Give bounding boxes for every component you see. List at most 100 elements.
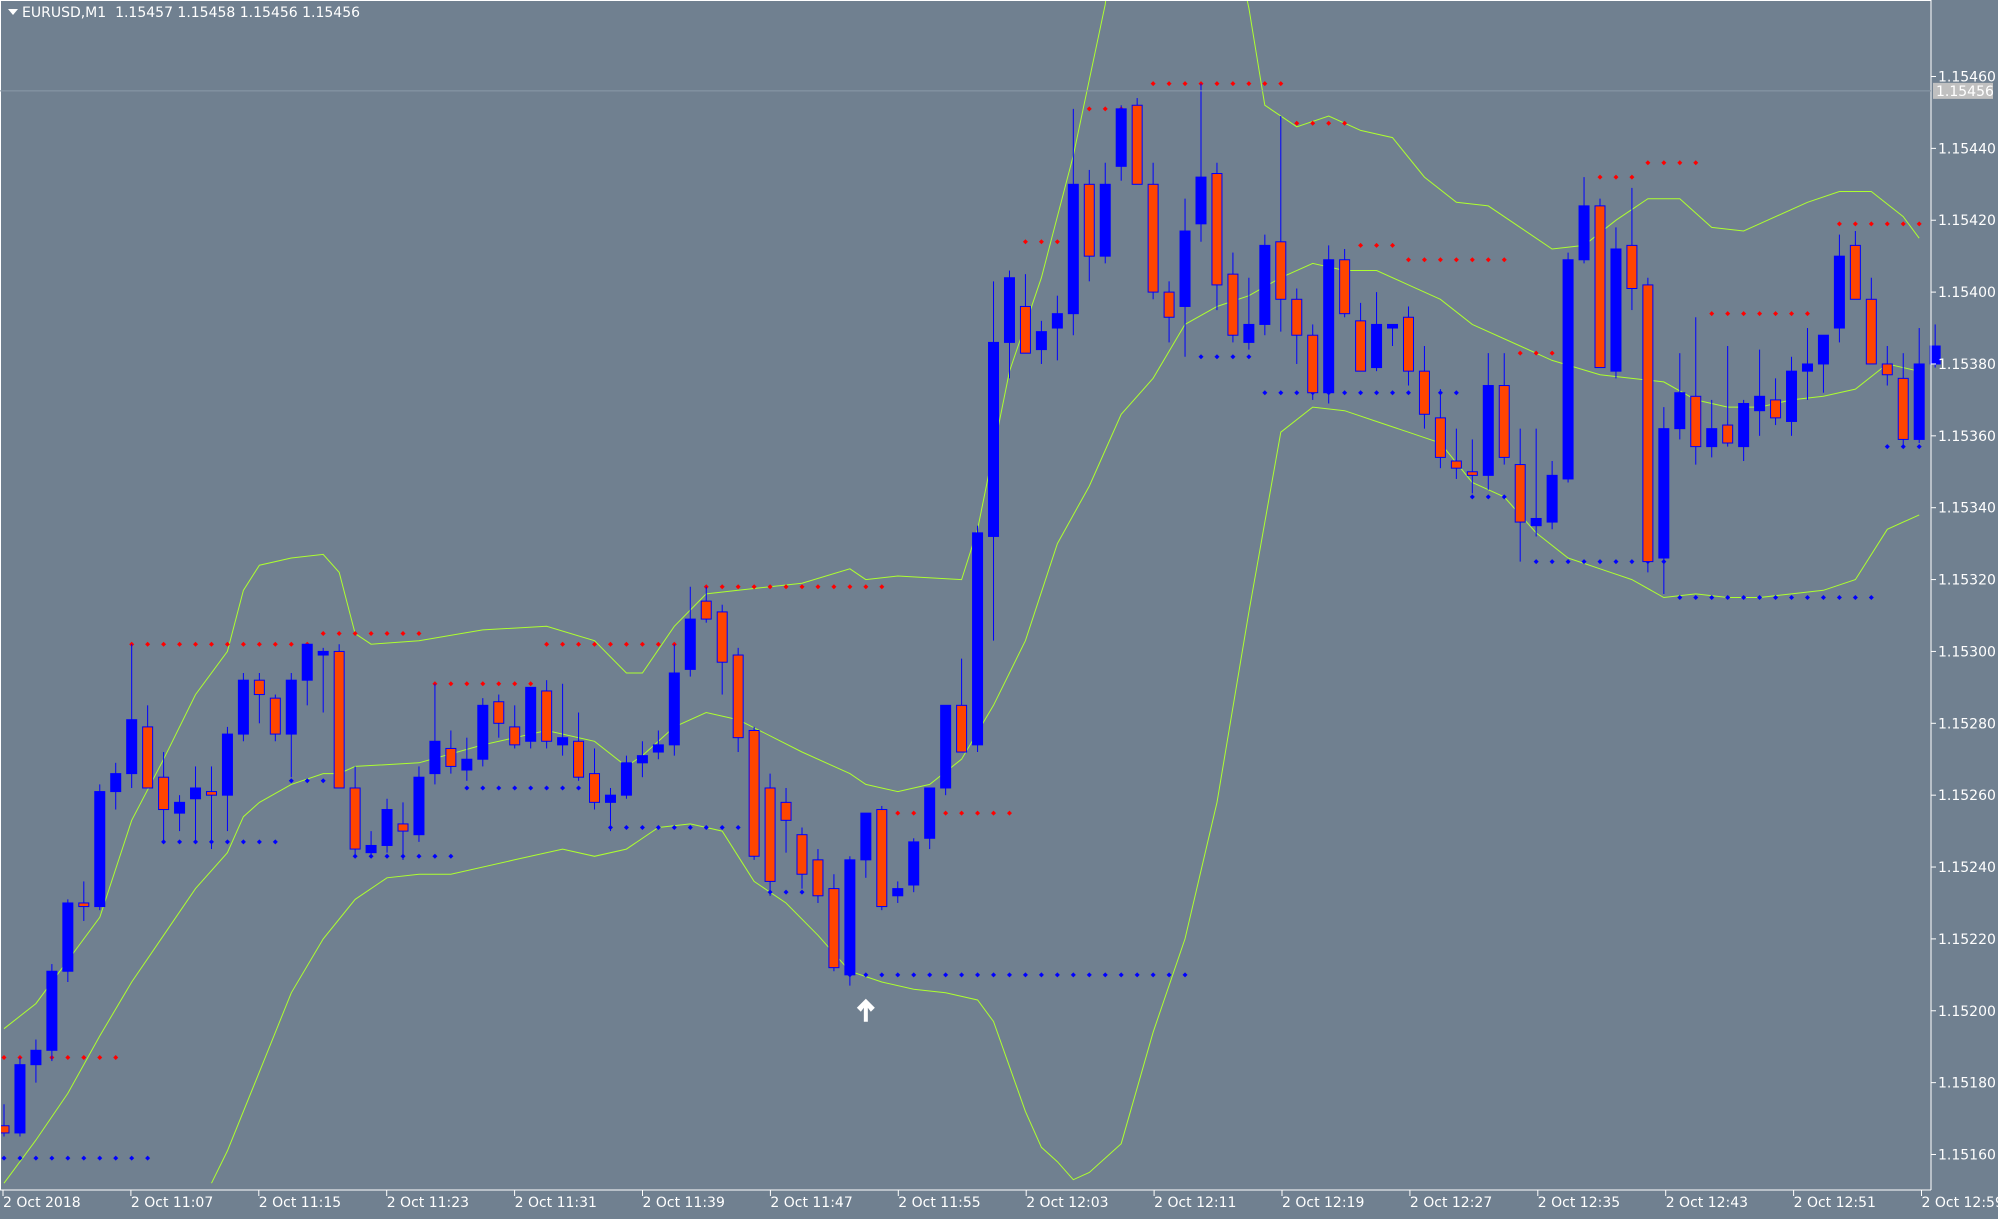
triangle-down-icon[interactable] bbox=[8, 9, 18, 15]
support-dot bbox=[879, 972, 884, 977]
bear-candle bbox=[1898, 378, 1908, 439]
current-price-label: 1.15456 bbox=[1936, 84, 1994, 100]
bull-candle bbox=[1675, 393, 1685, 429]
bull-candle bbox=[1244, 324, 1254, 342]
resistance-dot bbox=[1725, 311, 1730, 316]
y-tick-label: 1.15420 bbox=[1938, 213, 1996, 229]
resistance-dot bbox=[879, 584, 884, 589]
support-dot bbox=[576, 785, 581, 790]
bear-candle bbox=[334, 651, 344, 788]
resistance-dot bbox=[1661, 160, 1666, 165]
bear-candle bbox=[1084, 184, 1094, 256]
bear-candle bbox=[254, 680, 264, 694]
bear-candle bbox=[1419, 371, 1429, 414]
support-dot bbox=[1598, 559, 1603, 564]
resistance-dot bbox=[895, 811, 900, 816]
bull-candle bbox=[669, 673, 679, 745]
support-dot bbox=[1789, 595, 1794, 600]
support-dot bbox=[416, 854, 421, 859]
resistance-dot bbox=[1422, 257, 1427, 262]
resistance-dot bbox=[1262, 81, 1267, 86]
resistance-dot bbox=[1869, 221, 1874, 226]
bull-candle bbox=[15, 1065, 25, 1133]
bull-candle bbox=[175, 802, 185, 813]
support-dot bbox=[704, 825, 709, 830]
resistance-dot bbox=[847, 584, 852, 589]
support-dot bbox=[145, 1156, 150, 1161]
bull-candle bbox=[909, 842, 919, 885]
resistance-dot bbox=[1278, 81, 1283, 86]
support-dot bbox=[975, 972, 980, 977]
support-dot bbox=[97, 1156, 102, 1161]
bear-candle bbox=[749, 730, 759, 856]
bull-candle bbox=[222, 734, 232, 795]
support-dot bbox=[241, 839, 246, 844]
bull-candle bbox=[414, 777, 424, 834]
bull-candle bbox=[382, 810, 392, 846]
symbol-label: EURUSD,M1 bbox=[22, 5, 106, 21]
resistance-dot bbox=[1230, 81, 1235, 86]
bear-candle bbox=[510, 727, 520, 745]
y-tick-label: 1.15200 bbox=[1938, 1004, 1996, 1020]
support-dot bbox=[736, 825, 741, 830]
support-dot bbox=[560, 785, 565, 790]
bull-candle bbox=[925, 788, 935, 838]
resistance-dot bbox=[1853, 221, 1858, 226]
resistance-dot bbox=[720, 584, 725, 589]
support-dot bbox=[1821, 595, 1826, 600]
support-dot bbox=[1151, 972, 1156, 977]
bear-candle bbox=[877, 810, 887, 907]
resistance-dot bbox=[528, 681, 533, 686]
bear-candle bbox=[733, 655, 743, 738]
bear-candle bbox=[1515, 465, 1525, 522]
bear-candle bbox=[1850, 245, 1860, 299]
bull-candle bbox=[1563, 260, 1573, 479]
support-dot bbox=[49, 1156, 54, 1161]
resistance-dot bbox=[1470, 257, 1475, 262]
support-dot bbox=[1853, 595, 1858, 600]
buy-arrow-icon bbox=[857, 999, 875, 1022]
bull-candle bbox=[286, 680, 296, 734]
support-dot bbox=[225, 839, 230, 844]
resistance-dot bbox=[1326, 121, 1331, 126]
bear-candle bbox=[206, 792, 216, 796]
support-dot bbox=[528, 785, 533, 790]
support-dot bbox=[800, 890, 805, 895]
resistance-dot bbox=[1901, 221, 1906, 226]
support-dot bbox=[1103, 972, 1108, 977]
support-dot bbox=[1055, 972, 1060, 977]
support-dot bbox=[1262, 390, 1267, 395]
axes bbox=[0, 0, 1931, 1190]
resistance-dot bbox=[1709, 311, 1714, 316]
bear-candle bbox=[1356, 321, 1366, 371]
bull-candle bbox=[1659, 429, 1669, 558]
support-dot bbox=[1534, 559, 1539, 564]
bull-candle bbox=[558, 738, 568, 745]
support-dot bbox=[1486, 494, 1491, 499]
resistance-dot bbox=[65, 1055, 70, 1060]
resistance-dot bbox=[1805, 311, 1810, 316]
resistance-dot bbox=[576, 642, 581, 647]
bull-candle bbox=[1755, 396, 1765, 410]
bear-candle bbox=[574, 741, 584, 777]
resistance-dot bbox=[1103, 106, 1108, 111]
x-tick-label: 2 Oct 12:35 bbox=[1538, 1195, 1620, 1211]
resistance-dot bbox=[1550, 351, 1555, 356]
resistance-dot bbox=[321, 631, 326, 636]
bull-candle bbox=[1531, 518, 1541, 525]
support-dot bbox=[640, 825, 645, 830]
resistance-dot bbox=[640, 642, 645, 647]
support-dot bbox=[1167, 972, 1172, 977]
bull-candle bbox=[430, 741, 440, 773]
bear-candle bbox=[1435, 418, 1445, 458]
bear-candle bbox=[143, 727, 153, 788]
resistance-dot bbox=[496, 681, 501, 686]
support-dot bbox=[1294, 390, 1299, 395]
resistance-dot bbox=[1773, 311, 1778, 316]
bull-candle bbox=[1483, 386, 1493, 476]
resistance-dot bbox=[1677, 160, 1682, 165]
bull-candle bbox=[1547, 475, 1557, 522]
resistance-dot bbox=[544, 642, 549, 647]
